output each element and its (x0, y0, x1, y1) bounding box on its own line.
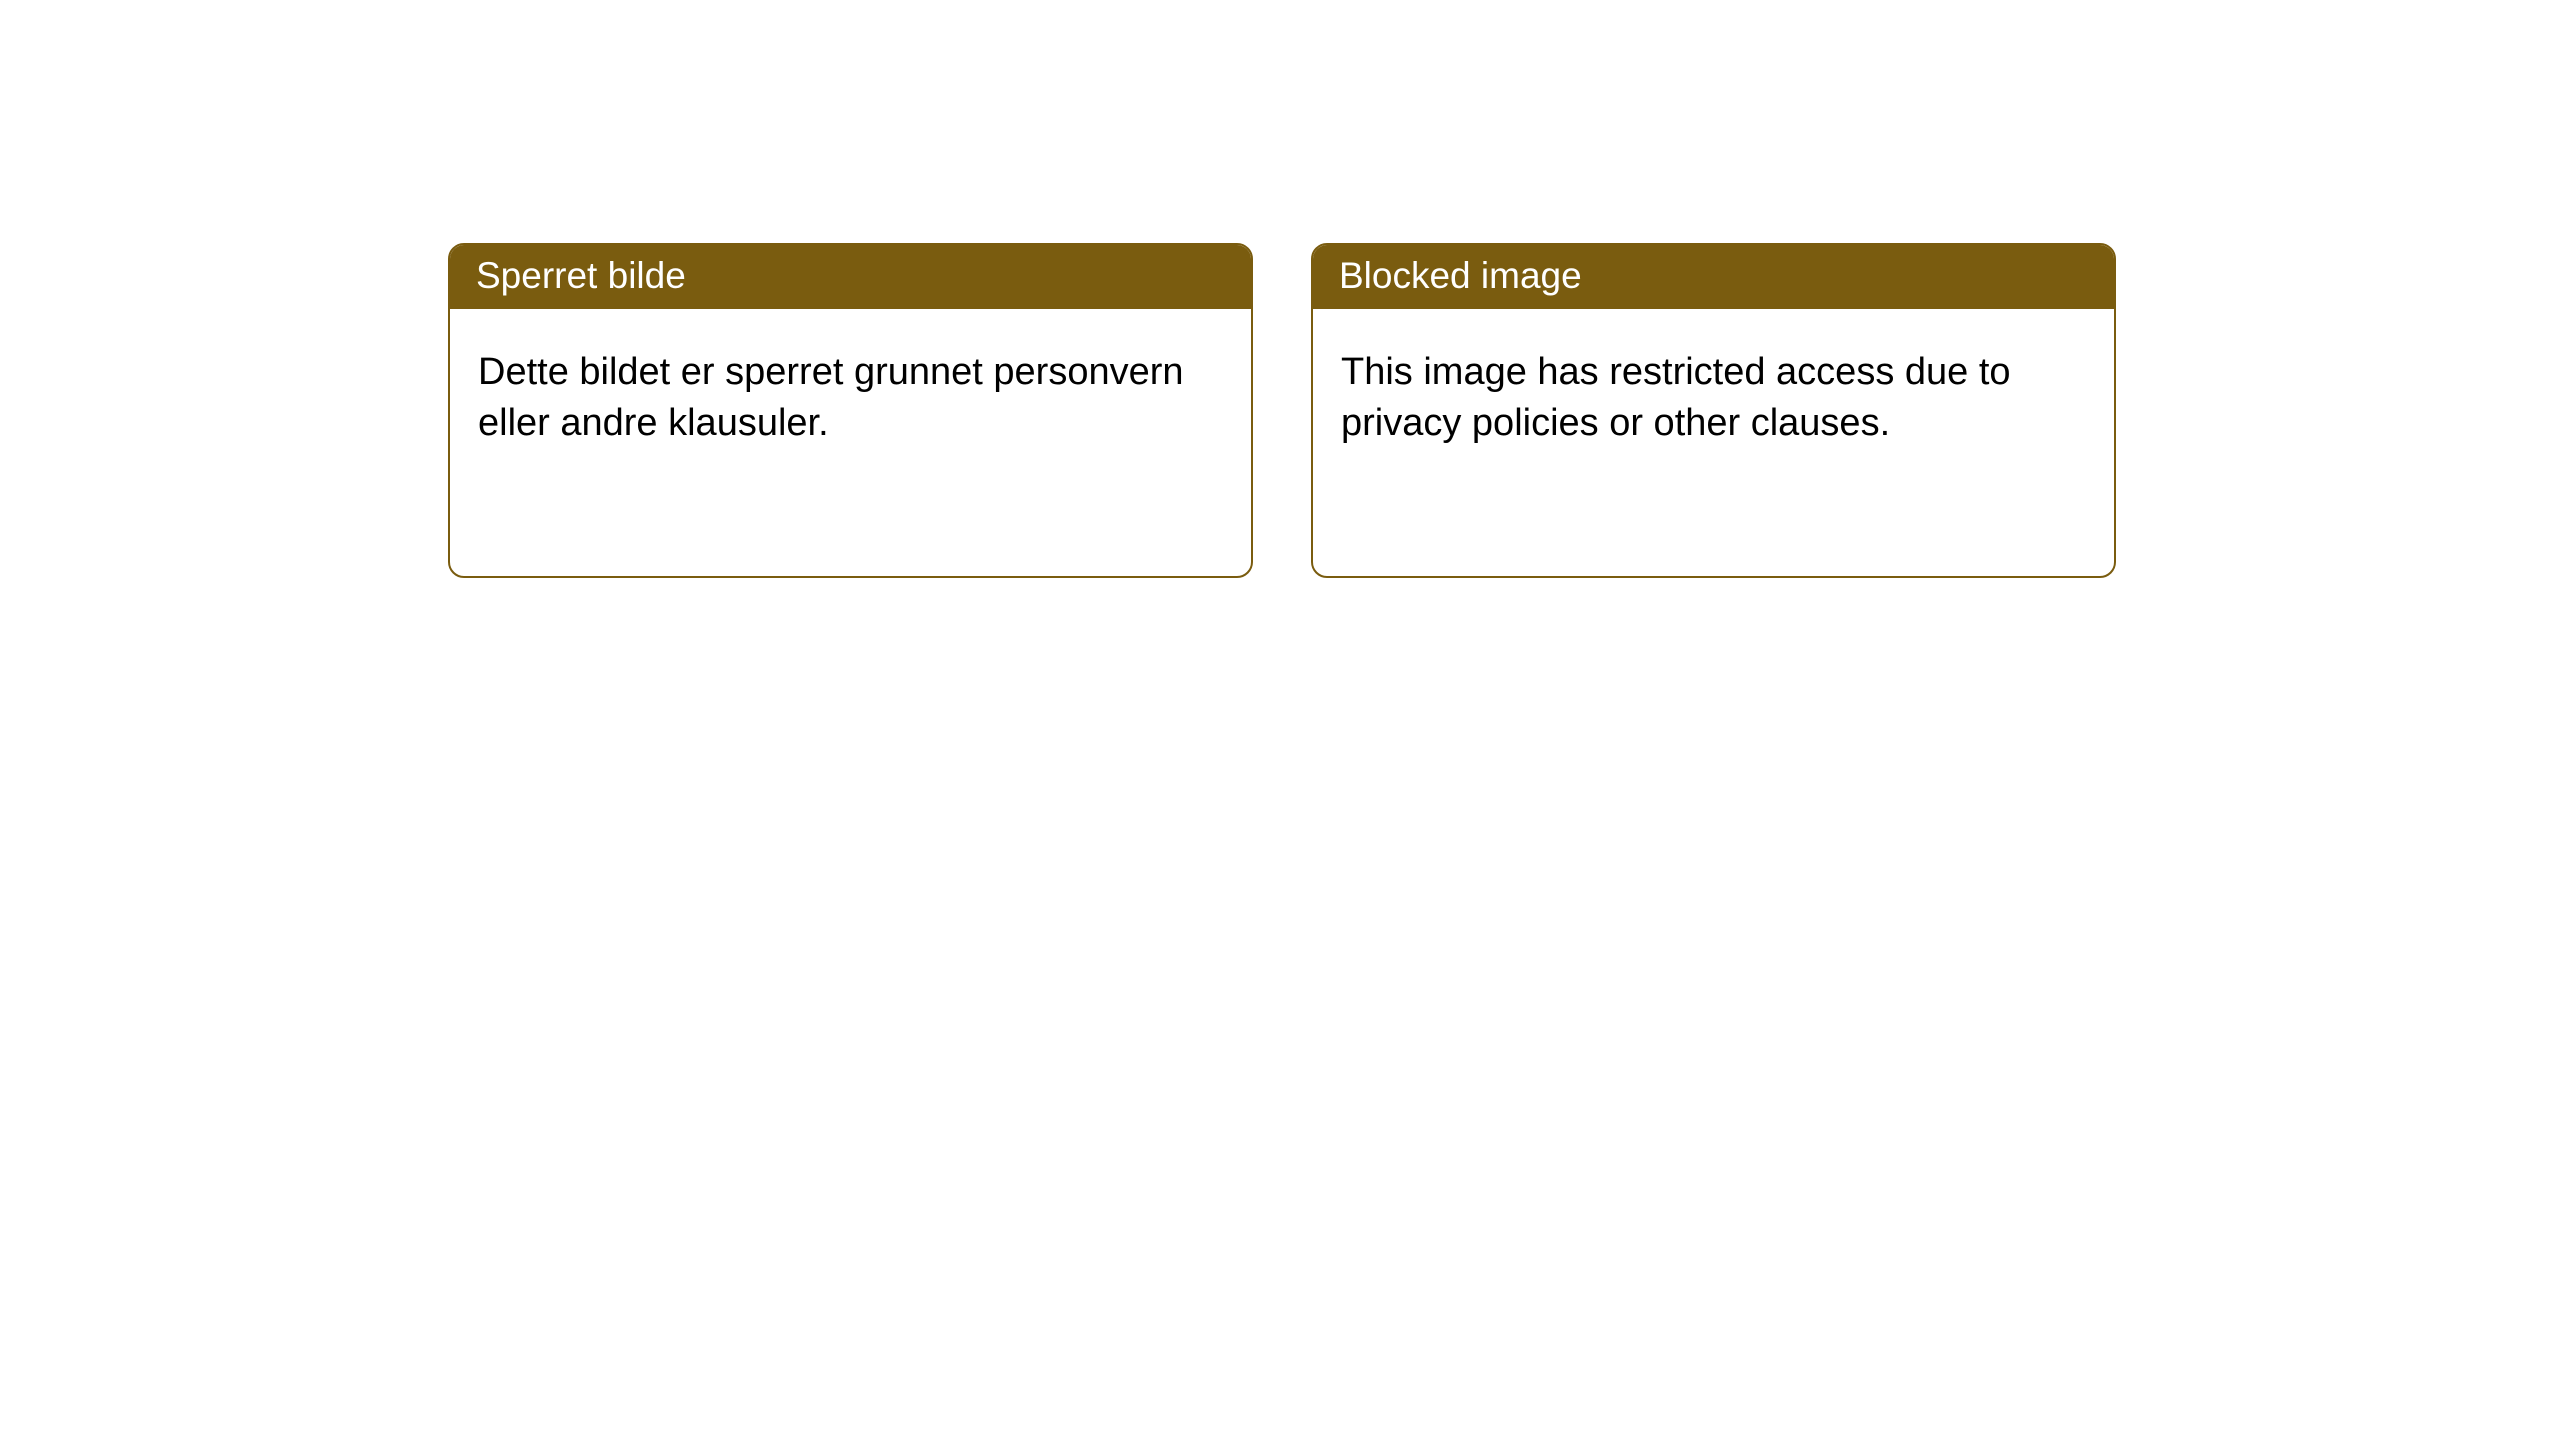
notice-card-norwegian: Sperret bilde Dette bildet er sperret gr… (448, 243, 1253, 578)
card-title: Blocked image (1339, 255, 1582, 296)
notice-card-english: Blocked image This image has restricted … (1311, 243, 2116, 578)
card-header: Sperret bilde (450, 245, 1251, 309)
notice-cards-container: Sperret bilde Dette bildet er sperret gr… (448, 243, 2116, 578)
card-body-text: Dette bildet er sperret grunnet personve… (478, 351, 1184, 444)
card-body-text: This image has restricted access due to … (1341, 351, 2011, 444)
card-title: Sperret bilde (476, 255, 686, 296)
card-body: Dette bildet er sperret grunnet personve… (450, 309, 1251, 488)
card-header: Blocked image (1313, 245, 2114, 309)
card-body: This image has restricted access due to … (1313, 309, 2114, 488)
